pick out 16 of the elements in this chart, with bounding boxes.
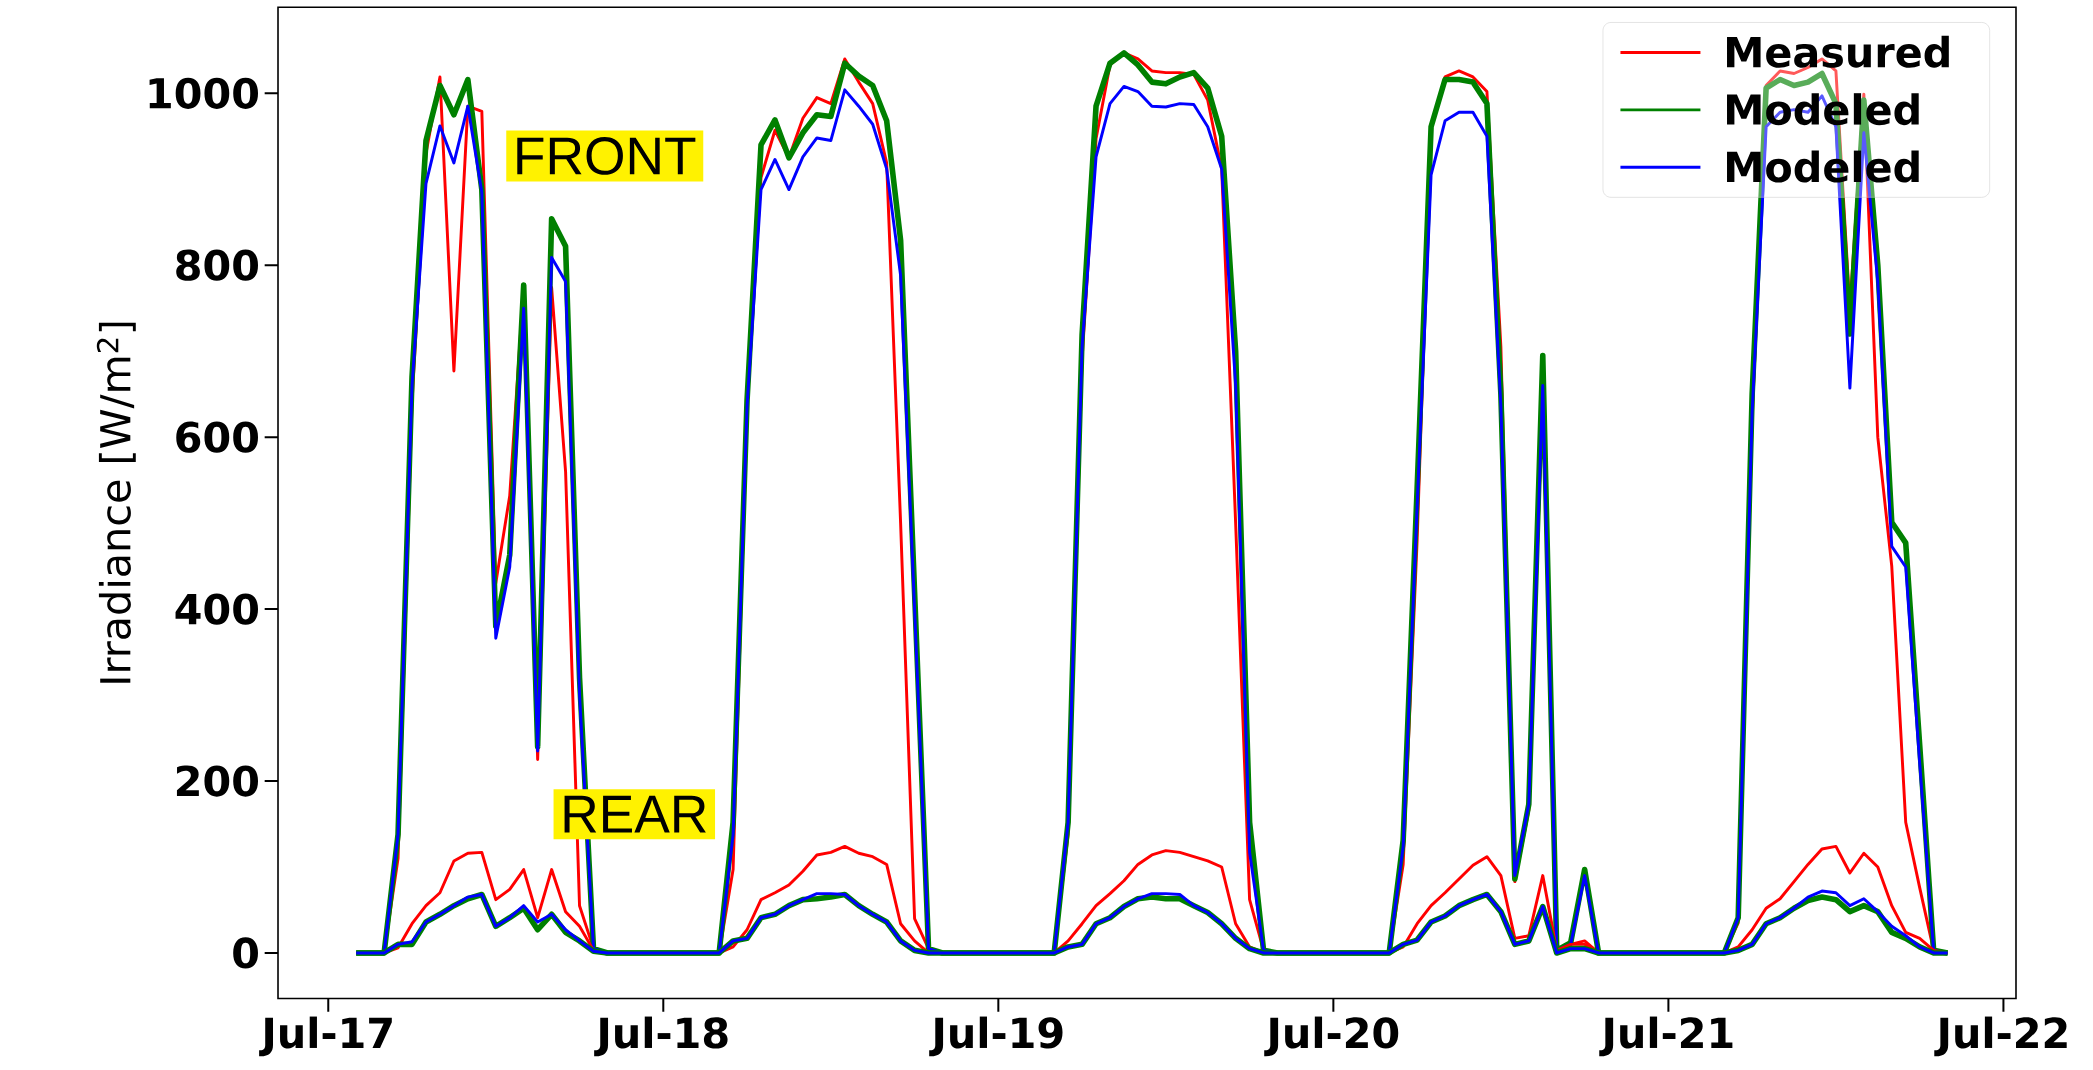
y-tick-label: 0: [233, 937, 258, 969]
annotation: FRONT: [517, 137, 696, 175]
x-tick-label: Jul-17: [259, 1016, 392, 1057]
x-tick-label: Jul-20: [1264, 1016, 1399, 1057]
x-tick-label: Jul-18: [594, 1016, 728, 1057]
x-tick-label: Jul-19: [929, 1016, 1063, 1057]
y-axis-title: Irradiance [W/m$^{2}$]: [96, 322, 136, 683]
annotation: REAR: [564, 795, 706, 833]
y-tick-label: 800: [176, 249, 259, 281]
y-tick-label: 400: [175, 593, 259, 625]
legend-label: Measured: [1727, 35, 1949, 68]
x-tick-label: Jul-21: [1599, 1016, 1733, 1057]
y-tick-label: 200: [176, 765, 259, 797]
x-tick-label: Jul-22: [1934, 1016, 2067, 1057]
y-tick-label: 600: [176, 421, 259, 453]
y-tick-label: 1000: [149, 77, 259, 109]
